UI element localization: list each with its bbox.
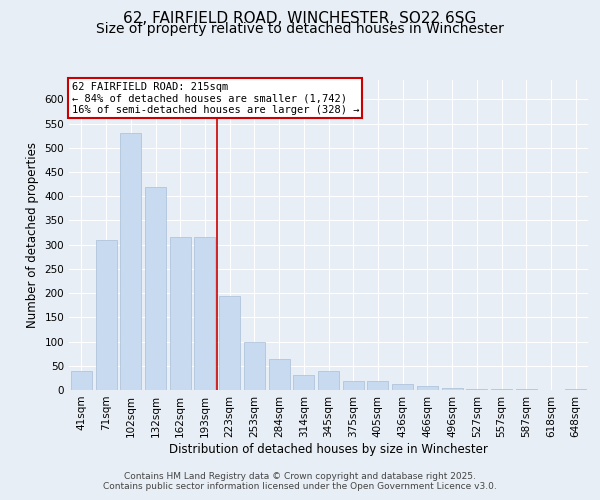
Bar: [343, 382, 364, 390]
Bar: [145, 186, 166, 390]
Bar: [442, 388, 463, 390]
Text: 62, FAIRFIELD ROAD, WINCHESTER, SO22 6SG: 62, FAIRFIELD ROAD, WINCHESTER, SO22 6SG: [124, 11, 476, 26]
Bar: [318, 370, 339, 390]
Bar: [392, 384, 413, 390]
Bar: [244, 342, 265, 390]
Bar: [293, 376, 314, 390]
Y-axis label: Number of detached properties: Number of detached properties: [26, 142, 39, 328]
Bar: [491, 389, 512, 390]
Bar: [120, 134, 141, 390]
X-axis label: Distribution of detached houses by size in Winchester: Distribution of detached houses by size …: [169, 442, 488, 456]
Text: Contains HM Land Registry data © Crown copyright and database right 2025.: Contains HM Land Registry data © Crown c…: [124, 472, 476, 481]
Bar: [466, 388, 487, 390]
Bar: [367, 382, 388, 390]
Bar: [516, 389, 537, 390]
Bar: [194, 238, 215, 390]
Text: 62 FAIRFIELD ROAD: 215sqm
← 84% of detached houses are smaller (1,742)
16% of se: 62 FAIRFIELD ROAD: 215sqm ← 84% of detac…: [71, 82, 359, 115]
Bar: [95, 240, 116, 390]
Bar: [565, 389, 586, 390]
Bar: [71, 370, 92, 390]
Bar: [219, 296, 240, 390]
Bar: [417, 386, 438, 390]
Bar: [170, 238, 191, 390]
Bar: [269, 358, 290, 390]
Text: Contains public sector information licensed under the Open Government Licence v3: Contains public sector information licen…: [103, 482, 497, 491]
Text: Size of property relative to detached houses in Winchester: Size of property relative to detached ho…: [96, 22, 504, 36]
